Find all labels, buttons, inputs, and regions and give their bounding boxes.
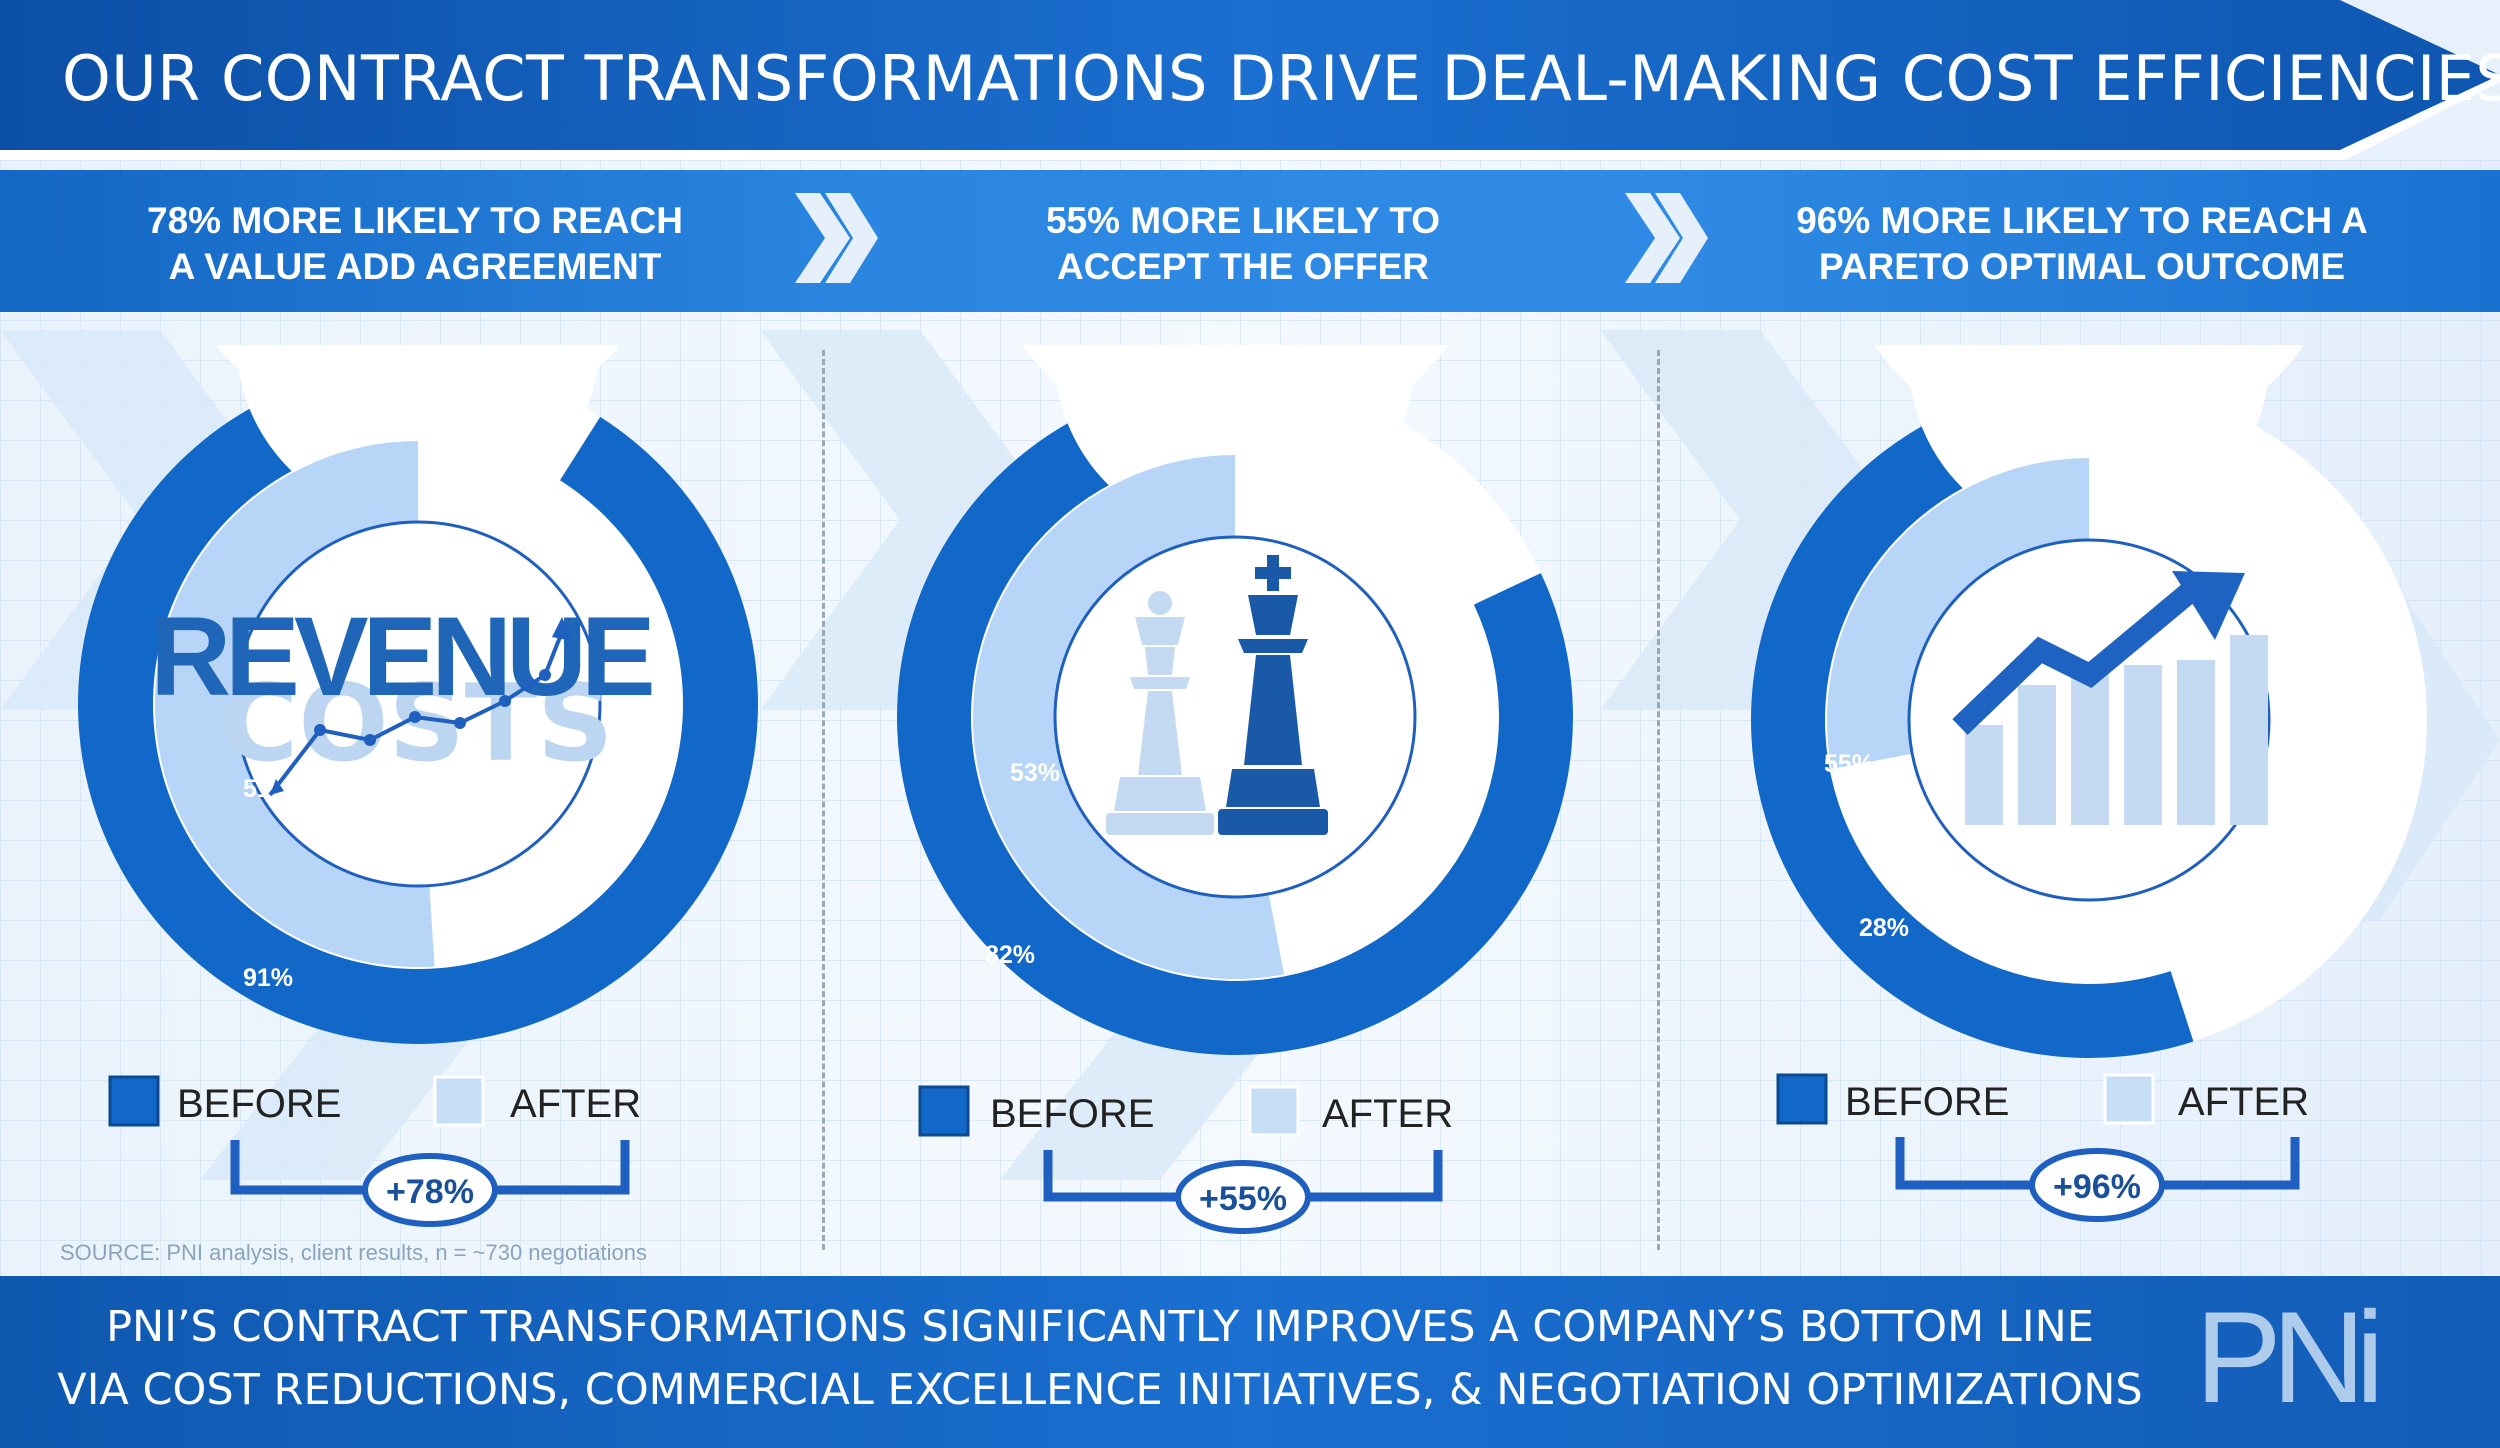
difference-badge-2-label: +55% bbox=[1199, 1180, 1287, 1218]
legend-before-label: BEFORE bbox=[990, 1092, 1154, 1136]
source-note: SOURCE: PNI analysis, client results, n … bbox=[60, 1240, 647, 1265]
header-2-line1: 55% MORE LIKELY TO bbox=[1045, 200, 1441, 241]
inner-ring-after-segment bbox=[1827, 458, 2089, 770]
before-value-label: 82% bbox=[985, 941, 1035, 969]
header-3: 96% MORE LIKELY TO REACH A PARETO OPTIMA… bbox=[1772, 198, 2392, 290]
footer-line-2: VIA COST REDUCTIONS, COMMERCIAL EXCELLEN… bbox=[57, 1365, 2143, 1415]
difference-badge-1 bbox=[362, 1153, 498, 1227]
revenue-costs-icon: COSTS REVENUE bbox=[150, 594, 658, 797]
legend-before-swatch bbox=[1776, 1073, 1828, 1125]
legend-after-swatch bbox=[2103, 1073, 2155, 1125]
inner-ring-after-segment bbox=[973, 455, 1285, 979]
legend-after-swatch bbox=[1248, 1085, 1300, 1137]
inner-ring-after-segment bbox=[154, 441, 435, 967]
revenue-word: REVENUE bbox=[150, 594, 652, 719]
before-value-label: 91% bbox=[243, 964, 293, 992]
footer-band bbox=[0, 1276, 2500, 1448]
after-value-label: 28% bbox=[1859, 914, 1909, 942]
footer-line-1: PNI’S CONTRACT TRANSFORMATIONS SIGNIFICA… bbox=[106, 1302, 2094, 1352]
chevron-right-icon bbox=[795, 193, 878, 283]
donut-chart-1: 91% 51% COSTS REVENUE BEFORE AFTER +78% bbox=[77, 345, 758, 1227]
legend-after-label: AFTER bbox=[510, 1082, 641, 1126]
before-value-label: 55% bbox=[1824, 750, 1874, 778]
legend-after-label: AFTER bbox=[2178, 1080, 2309, 1124]
donut-chart-3: 55% 28% BEFORE AFTER +96% bbox=[1750, 345, 2427, 1222]
chess-pieces-icon bbox=[1106, 555, 1328, 835]
column-divider bbox=[1657, 350, 1660, 1250]
header-1: 78% MORE LIKELY TO REACH A VALUE ADD AGR… bbox=[105, 198, 725, 290]
legend-before-label: BEFORE bbox=[177, 1082, 341, 1126]
header-band bbox=[0, 170, 2500, 312]
pni-logo: PNi bbox=[2195, 1284, 2385, 1430]
donut-center bbox=[1053, 535, 1417, 899]
donut-center bbox=[234, 520, 602, 888]
header-1-line1: 78% MORE LIKELY TO REACH bbox=[147, 200, 683, 241]
difference-badge-3 bbox=[2029, 1148, 2165, 1222]
header-2-line2: ACCEPT THE OFFER bbox=[1056, 246, 1430, 287]
growth-arrow-icon bbox=[1952, 571, 2268, 825]
after-value-label: 53% bbox=[1010, 759, 1060, 787]
legend-after-swatch bbox=[433, 1075, 485, 1127]
difference-badge-2 bbox=[1175, 1160, 1311, 1234]
outer-ring-before-segment bbox=[1750, 382, 2194, 1058]
header-2: 55% MORE LIKELY TO ACCEPT THE OFFER bbox=[933, 198, 1553, 290]
costs-word: COSTS bbox=[221, 662, 614, 785]
page-title: OUR CONTRACT TRANSFORMATIONS DRIVE DEAL-… bbox=[62, 42, 2500, 115]
header-1-line2: A VALUE ADD AGREEMENT bbox=[168, 246, 662, 287]
column-divider bbox=[822, 350, 825, 1250]
header-3-line2: PARETO OPTIMAL OUTCOME bbox=[1818, 246, 2346, 287]
difference-badge-3-label: +96% bbox=[2053, 1168, 2141, 1206]
header-3-line1: 96% MORE LIKELY TO REACH A bbox=[1796, 200, 2368, 241]
legend-after-label: AFTER bbox=[1322, 1092, 1453, 1136]
after-value-label: 51% bbox=[243, 775, 293, 803]
chevron-right-icon bbox=[1625, 193, 1708, 283]
legend-before-swatch bbox=[108, 1075, 160, 1127]
legend-before-swatch bbox=[918, 1085, 970, 1137]
donut-chart-2: 82% 53% BEFORE AFTER +55% bbox=[896, 345, 1573, 1234]
difference-badge-1-label: +78% bbox=[386, 1173, 474, 1211]
legend-before-label: BEFORE bbox=[1845, 1080, 2009, 1124]
